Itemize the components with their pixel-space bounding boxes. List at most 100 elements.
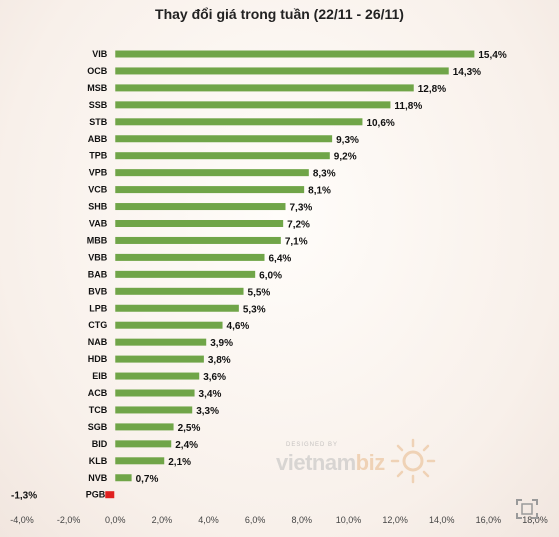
category-label-msb: MSB	[87, 83, 108, 93]
category-label-bab: BAB	[88, 269, 108, 279]
bar-stb	[115, 118, 363, 126]
bar-vab	[115, 220, 284, 227]
value-label-pgb: -1,3%	[11, 491, 37, 502]
bar-shb	[115, 203, 286, 211]
value-label-sgb: 2,5%	[178, 423, 201, 434]
category-label-vib: VIB	[92, 49, 108, 59]
bar-bid	[115, 440, 172, 448]
category-label-abb: ABB	[88, 134, 108, 144]
x-tick-label: 6,0%	[245, 515, 266, 525]
category-label-ctg: CTG	[88, 320, 107, 330]
x-tick-label: 0,0%	[105, 515, 126, 525]
value-label-shb: 7,3%	[289, 203, 312, 214]
category-label-klb: KLB	[89, 456, 108, 466]
category-label-bid: BID	[92, 439, 108, 449]
bar-ocb	[115, 67, 449, 75]
value-label-vpb: 8,3%	[313, 169, 336, 180]
value-label-msb: 12,8%	[418, 84, 446, 95]
category-label-nvb: NVB	[88, 473, 108, 483]
bar-eib	[115, 372, 200, 380]
category-label-vbb: VBB	[88, 252, 108, 262]
bar-ssb	[115, 101, 391, 109]
value-label-tcb: 3,3%	[196, 406, 219, 417]
bar-vpb	[115, 169, 309, 177]
category-label-ocb: OCB	[87, 66, 108, 76]
x-tick-label: 10,0%	[336, 515, 362, 525]
bar-abb	[115, 135, 333, 143]
vietnambiz-watermark: DESIGNED BY vietnambiz	[276, 438, 446, 485]
x-tick-label: 8,0%	[292, 515, 313, 525]
category-label-acb: ACB	[88, 388, 108, 398]
value-label-eib: 3,6%	[203, 372, 226, 383]
category-label-vab: VAB	[89, 219, 108, 229]
category-label-tpb: TPB	[89, 151, 108, 161]
value-label-hdb: 3,8%	[208, 355, 231, 366]
value-label-stb: 10,6%	[366, 118, 394, 129]
value-label-bab: 6,0%	[259, 270, 282, 281]
category-label-tcb: TCB	[89, 405, 108, 415]
bar-hdb	[115, 355, 204, 363]
value-label-ctg: 4,6%	[227, 321, 250, 332]
category-label-mbb: MBB	[87, 235, 108, 245]
value-label-nvb: 0,7%	[136, 474, 159, 485]
category-label-lpb: LPB	[89, 303, 108, 313]
bar-vbb	[115, 253, 265, 261]
value-label-vab: 7,2%	[287, 220, 310, 231]
category-label-stb: STB	[89, 117, 108, 127]
bar-bab	[115, 270, 256, 278]
x-tick-label: 16,0%	[476, 515, 502, 525]
value-label-vib: 15,4%	[478, 50, 506, 61]
x-tick-label: 18,0%	[522, 515, 548, 525]
category-label-hdb: HDB	[88, 354, 108, 364]
value-label-lpb: 5,3%	[243, 304, 266, 315]
category-label-vpb: VPB	[89, 168, 108, 178]
bars-layer: VIB 15,4% OCB 14,3% MSB 12,8% SSB 11,8% STB 10,6%…	[11, 49, 507, 502]
x-axis-ticks: -4,0% -2,0% 0,0% 2,0% 4,0% 6,0% 8,0% 10,0% 12,0%…	[10, 515, 548, 525]
category-label-eib: EIB	[92, 371, 108, 381]
watermark-brand-accent: biz	[355, 450, 386, 475]
value-label-klb: 2,1%	[168, 457, 191, 468]
category-label-pgb: PGB	[86, 490, 106, 500]
bar-nab	[115, 338, 207, 346]
value-label-ocb: 14,3%	[453, 67, 481, 78]
watermark-designed-by: DESIGNED BY	[286, 442, 339, 448]
category-label-shb: SHB	[88, 202, 108, 212]
category-label-sgb: SGB	[88, 422, 108, 432]
x-tick-label: 4,0%	[198, 515, 219, 525]
bar-pgb	[105, 491, 115, 499]
bar-vcb	[115, 186, 305, 194]
x-tick-label: 14,0%	[429, 515, 455, 525]
bar-mbb	[115, 236, 281, 244]
value-label-bid: 2,4%	[175, 440, 198, 451]
bar-tpb	[115, 152, 330, 160]
bar-acb	[115, 389, 195, 397]
bar-tcb	[115, 406, 193, 414]
x-tick-label: 12,0%	[382, 515, 408, 525]
value-label-tpb: 9,2%	[334, 152, 357, 163]
watermark-brand: vietnambiz	[276, 450, 385, 476]
bar-msb	[115, 84, 414, 92]
value-label-mbb: 7,1%	[285, 236, 308, 247]
category-label-bvb: BVB	[88, 286, 108, 296]
x-tick-label: 2,0%	[152, 515, 173, 525]
sun-logo-icon	[390, 438, 436, 484]
bar-lpb	[115, 304, 239, 312]
bar-ctg	[115, 321, 223, 329]
category-label-ssb: SSB	[89, 100, 108, 110]
bar-klb	[115, 457, 165, 465]
x-tick-label: -4,0%	[10, 515, 34, 525]
category-label-nab: NAB	[88, 337, 108, 347]
value-label-ssb: 11,8%	[394, 101, 422, 112]
bar-vib	[115, 50, 475, 58]
value-label-nab: 3,9%	[210, 338, 233, 349]
value-label-vcb: 8,1%	[308, 186, 331, 197]
watermark-brand-main: vietnam	[276, 450, 356, 475]
x-tick-label: -2,0%	[57, 515, 81, 525]
value-label-vbb: 6,4%	[269, 253, 292, 264]
value-label-acb: 3,4%	[199, 389, 222, 400]
value-label-abb: 9,3%	[336, 135, 359, 146]
value-label-bvb: 5,5%	[248, 287, 271, 298]
expand-icon[interactable]	[515, 498, 539, 520]
chart-title: Thay đổi giá trong tuần (22/11 - 26/11)	[155, 6, 404, 22]
